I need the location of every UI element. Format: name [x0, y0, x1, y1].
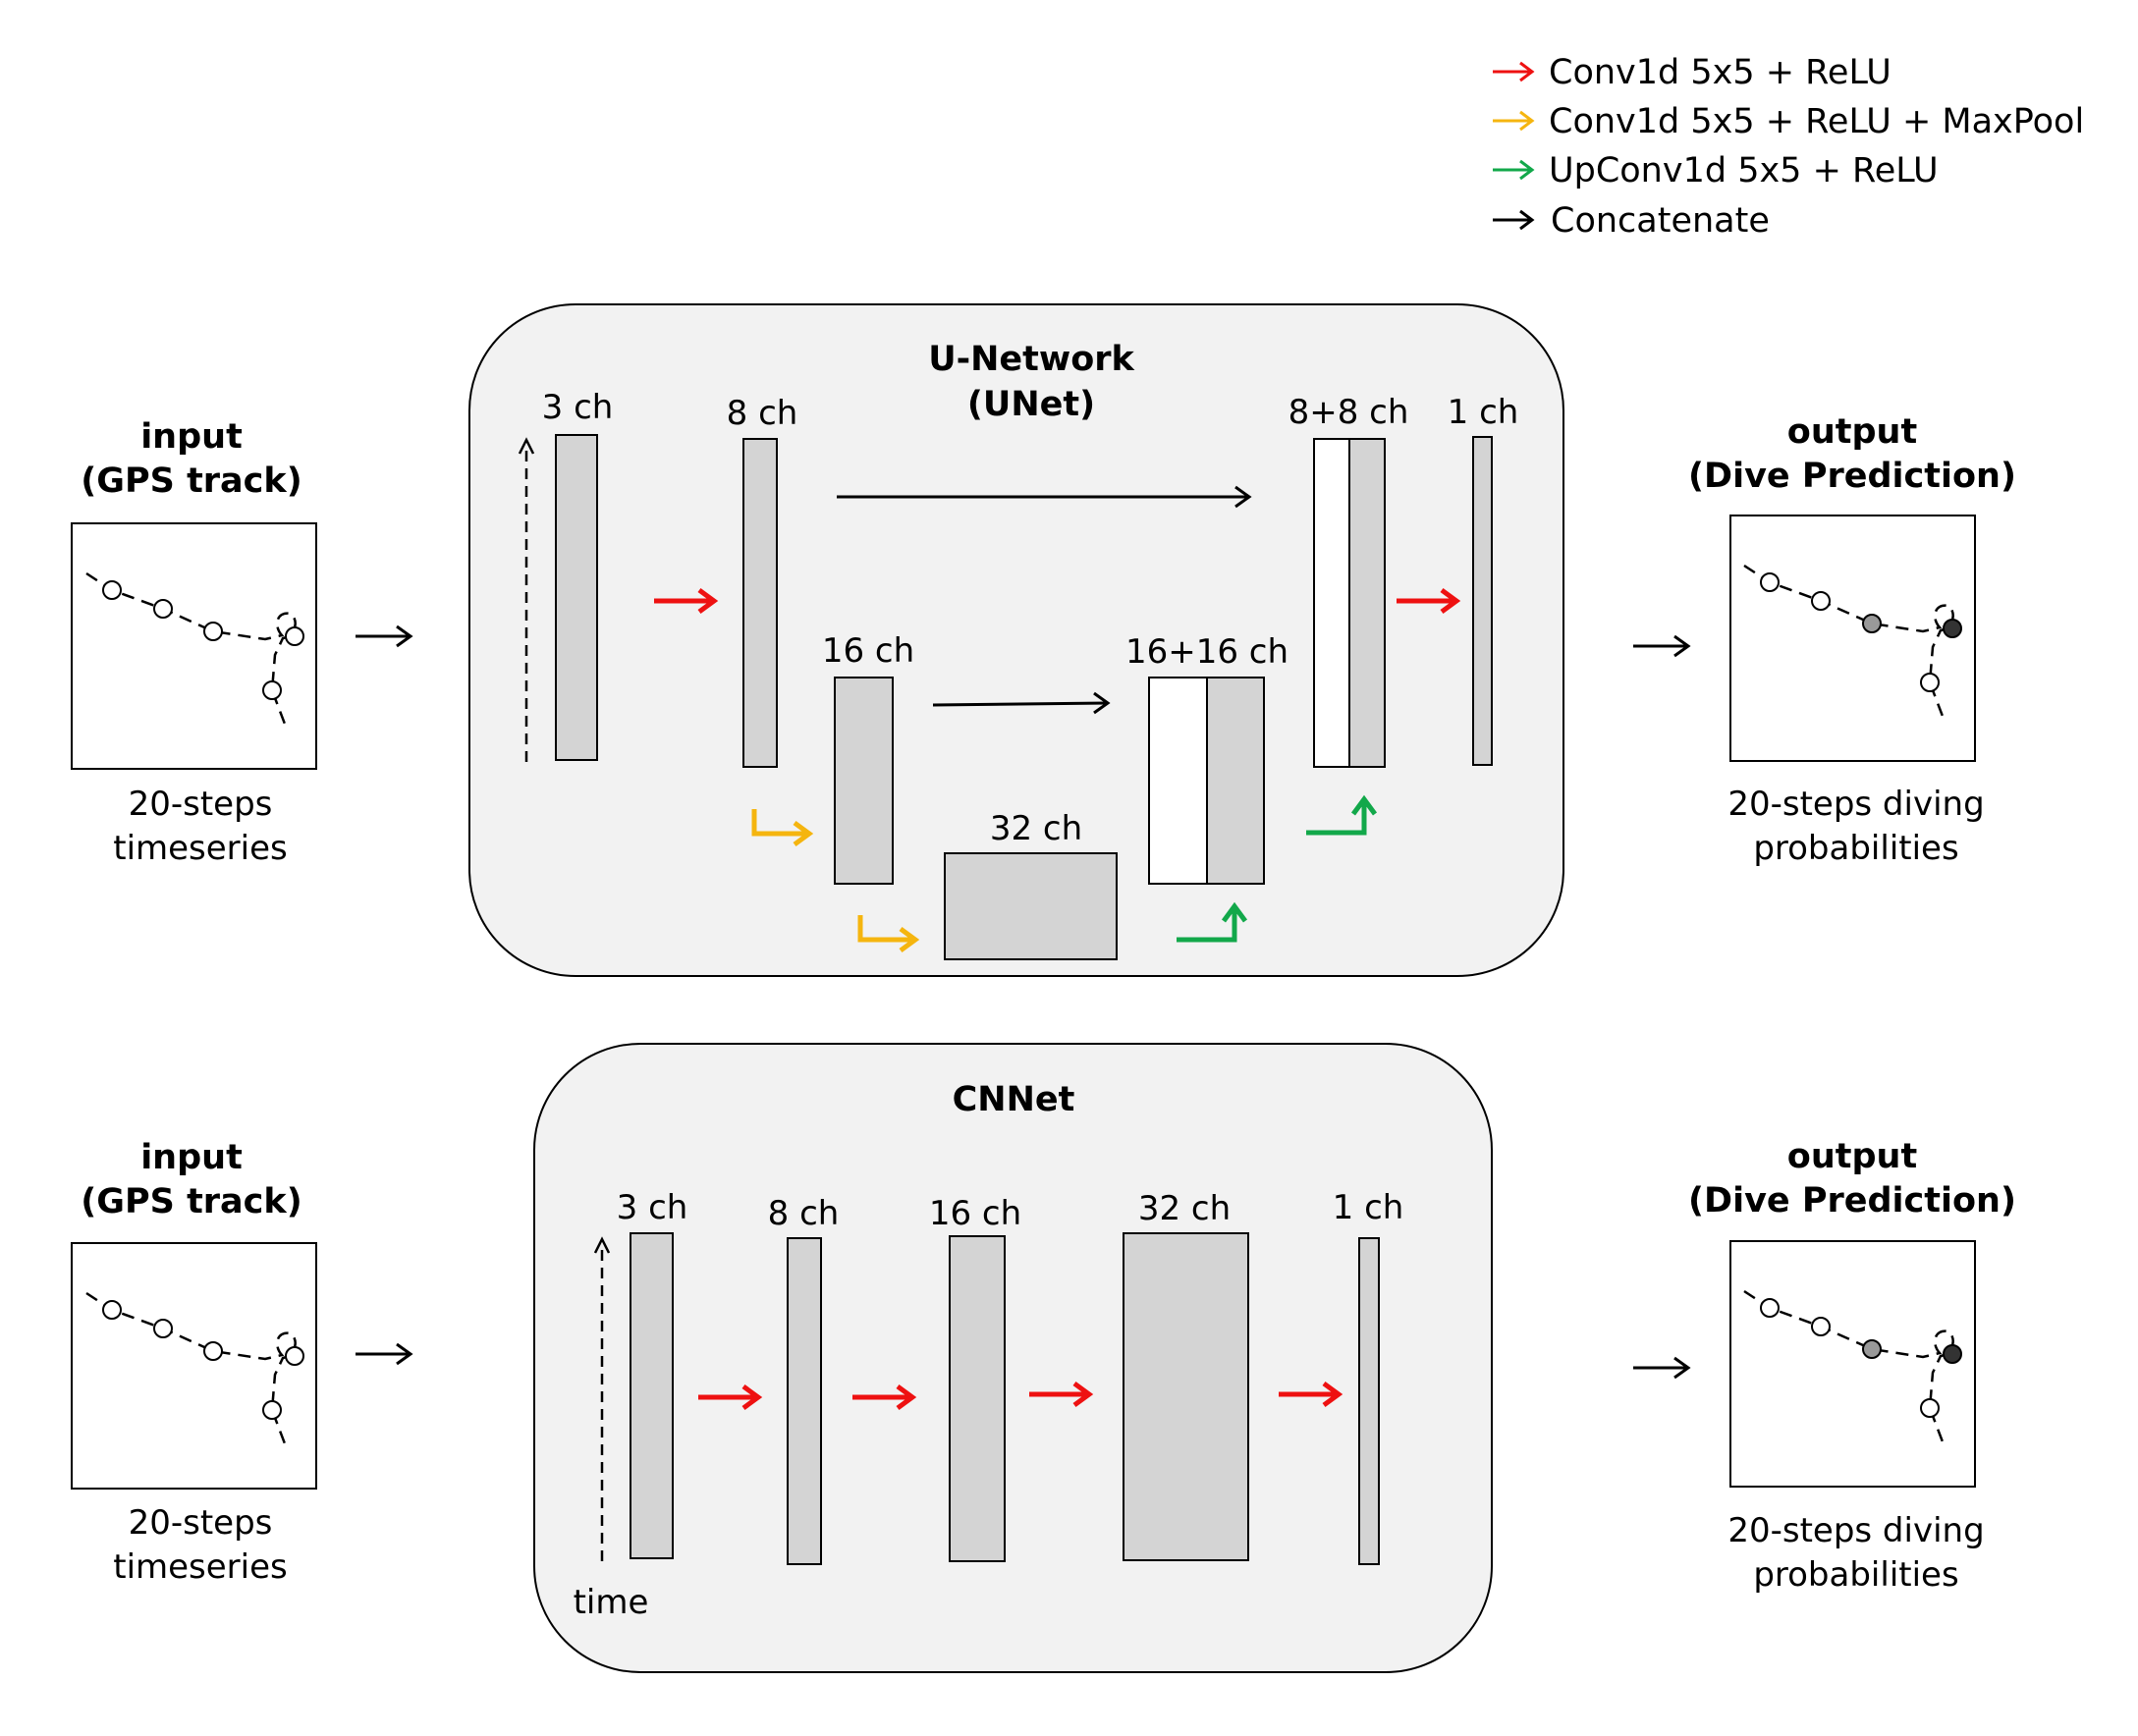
unet-label-16plus16ch: 16+16 ch [1125, 632, 1288, 672]
gps-point [102, 580, 122, 600]
unet-label-16ch: 16 ch [822, 631, 914, 671]
prediction-point [1811, 1317, 1831, 1336]
unet-block-3ch [555, 434, 598, 761]
cnnet-panel: CNNet time 3 ch 8 ch 16 ch 32 ch 1 ch [533, 1043, 1493, 1673]
input-caption-line2: timeseries [113, 829, 288, 868]
unet-label-1ch: 1 ch [1448, 393, 1519, 432]
unet-pool-arrow-2 [857, 915, 913, 943]
prediction-point-medium [1862, 614, 1882, 633]
unet-upconv-arrow-2 [1306, 802, 1367, 836]
prediction-point [1760, 572, 1780, 592]
unet-block-16-skip [1148, 677, 1208, 885]
prediction-point [1920, 673, 1940, 692]
cnnet-block-3ch [630, 1232, 674, 1559]
dive-prediction-box [1729, 1240, 1976, 1488]
output-caption-line1: 20-steps diving [1727, 1511, 1984, 1550]
cnnet-block-16ch [949, 1235, 1006, 1562]
gps-point [285, 1346, 304, 1366]
cnnet-output: output (Dive Prediction) 20-steps diving… [1633, 1137, 2016, 1595]
output-caption-line1: 20-steps diving [1727, 785, 1984, 824]
dive-prediction-plot [1743, 564, 1962, 720]
cnnet-block-32ch [1123, 1232, 1249, 1561]
dive-prediction-box [1729, 515, 1976, 762]
output-title: output [1787, 1137, 1917, 1176]
unet-label-32ch: 32 ch [990, 809, 1082, 848]
input-subtitle: (GPS track) [81, 461, 302, 501]
cnnet-label-32ch: 32 ch [1138, 1189, 1231, 1228]
input-subtitle: (GPS track) [81, 1182, 302, 1221]
unet-pool-arrow-1 [751, 809, 807, 837]
unet-input: input (GPS track) 20-steps timeseries [71, 417, 413, 868]
legend-upconv-label: UpConv1d 5x5 + ReLU [1549, 151, 1939, 190]
gps-track-box [71, 1242, 317, 1490]
unet-block-16ch [834, 677, 894, 885]
unet-label-8plus8ch: 8+8 ch [1288, 393, 1409, 432]
unet-title: U-Network [928, 340, 1134, 379]
gps-point [153, 1319, 173, 1338]
cnnet-time-label: time [574, 1583, 649, 1622]
output-title: output [1787, 412, 1917, 452]
legend-conv-label: Conv1d 5x5 + ReLU [1549, 53, 1891, 92]
input-caption-line1: 20-steps [129, 785, 273, 824]
prediction-point-medium [1862, 1339, 1882, 1359]
gps-point [262, 1400, 282, 1420]
gps-point [203, 1341, 223, 1361]
legend-concat-label: Concatenate [1551, 201, 1770, 241]
gps-point [203, 622, 223, 641]
input-caption-line1: 20-steps [129, 1503, 273, 1543]
prediction-point [1811, 591, 1831, 611]
cnnet-title: CNNet [953, 1080, 1075, 1119]
unet-panel: U-Network (UNet) 3 ch 8 ch 16 ch 32 ch 1… [468, 303, 1564, 977]
input-caption-line2: timeseries [113, 1547, 288, 1587]
gps-track-box [71, 522, 317, 770]
unet-block-8-up [1348, 438, 1386, 768]
unet-block-8ch [742, 438, 778, 768]
unet-skip-arrow-16 [932, 701, 1109, 707]
gps-point [262, 680, 282, 700]
prediction-point-high [1943, 1344, 1962, 1364]
legend-item-upconv: UpConv1d 5x5 + ReLU [1493, 151, 1939, 190]
unet-block-1ch [1472, 436, 1493, 766]
gps-point [102, 1300, 122, 1320]
legend: Conv1d 5x5 + ReLU Conv1d 5x5 + ReLU + Ma… [1493, 53, 2084, 241]
unet-block-16-up [1206, 677, 1265, 885]
cnnet-block-1ch [1358, 1237, 1380, 1565]
prediction-point [1760, 1298, 1780, 1318]
unet-label-3ch: 3 ch [542, 388, 614, 427]
input-title: input [140, 417, 243, 457]
prediction-point [1920, 1398, 1940, 1418]
legend-item-conv: Conv1d 5x5 + ReLU [1493, 53, 1891, 92]
input-title: input [140, 1138, 243, 1177]
dive-prediction-plot [1743, 1289, 1962, 1445]
cnnet-label-3ch: 3 ch [617, 1188, 688, 1227]
cnnet-label-8ch: 8 ch [768, 1194, 840, 1233]
unet-label-8ch: 8 ch [727, 394, 798, 433]
output-caption-line2: probabilities [1753, 829, 1958, 868]
output-subtitle: (Dive Prediction) [1688, 1181, 2016, 1221]
gps-track-plot [85, 571, 304, 728]
unet-block-32ch [944, 852, 1118, 960]
cnnet-label-16ch: 16 ch [929, 1194, 1021, 1233]
legend-pool-label: Conv1d 5x5 + ReLU + MaxPool [1549, 102, 2084, 141]
prediction-point-high [1943, 619, 1962, 638]
cnnet-panel-background [533, 1043, 1493, 1673]
gps-point [285, 626, 304, 646]
cnnet-label-1ch: 1 ch [1333, 1188, 1404, 1227]
cnnet-input: input (GPS track) 20-steps timeseries [71, 1138, 413, 1587]
unet-output: output (Dive Prediction) 20-steps diving… [1633, 412, 2016, 868]
gps-point [153, 599, 173, 619]
unet-block-8-skip [1313, 438, 1350, 768]
legend-item-concat: Concatenate [1493, 201, 1770, 241]
unet-upconv-arrow-1 [1177, 909, 1237, 943]
gps-track-plot [85, 1291, 304, 1447]
output-subtitle: (Dive Prediction) [1688, 457, 2016, 496]
legend-item-pool: Conv1d 5x5 + ReLU + MaxPool [1493, 102, 2084, 141]
unet-subtitle: (UNet) [967, 385, 1095, 424]
output-caption-line2: probabilities [1753, 1555, 1958, 1595]
cnnet-block-8ch [787, 1237, 822, 1565]
